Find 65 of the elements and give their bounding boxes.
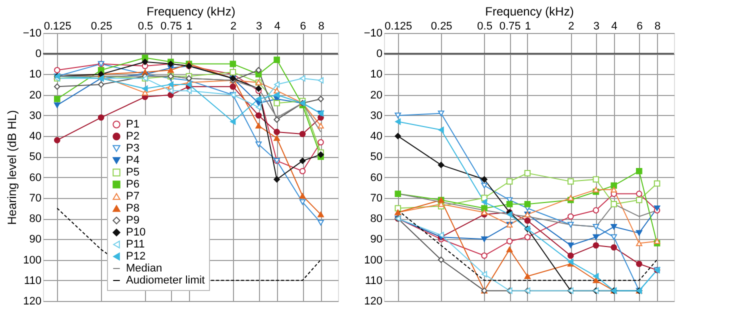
legend-label: P9 [126, 214, 140, 226]
legend-label: Median [126, 262, 162, 274]
legend-label: P12 [126, 250, 146, 262]
y-tick-label: 0 [376, 48, 382, 60]
legend-label: P10 [126, 226, 146, 238]
x-tick-label: 3 [256, 20, 262, 32]
x-tick-label: 0.75 [160, 20, 182, 32]
x-tick-label: 8 [318, 20, 324, 32]
x-tick-label: 4 [274, 20, 280, 32]
legend-label: P2 [126, 130, 140, 142]
y-tick-label: 40 [29, 130, 42, 143]
x-tick-label: 0.25 [90, 20, 112, 32]
y-tick-label: 70 [370, 192, 382, 204]
x-tick-label: 2 [230, 20, 236, 32]
x-tick-label: 1 [186, 20, 193, 32]
x-tick-label: 0.5 [477, 20, 492, 32]
legend-label: P4 [126, 154, 140, 166]
y-tick-label: 110 [24, 274, 42, 287]
x-tick-label: 8 [654, 20, 661, 32]
x-axis-title: Frequency (kHz) [146, 4, 236, 18]
x-tick-label: 0.5 [138, 20, 154, 32]
legend-label: P8 [126, 202, 140, 214]
y-tick-label: 30 [370, 110, 382, 122]
y-tick-label: 50 [29, 151, 42, 164]
x-tick-label: 3 [593, 20, 600, 32]
legend-label: Audiometer limit [126, 274, 205, 286]
x-tick-label: 2 [568, 20, 574, 32]
legend-label: P11 [126, 238, 145, 250]
y-tick-label: −10 [22, 28, 42, 40]
y-axis-title: Hearing level (dB HL) [4, 110, 19, 225]
legend-label: P7 [126, 190, 140, 202]
x-tick-label: 0.25 [430, 20, 452, 32]
y-tick-label: 90 [370, 234, 382, 246]
y-tick-label: 110 [364, 274, 382, 287]
legend-label: P6 [126, 178, 140, 190]
y-tick-label: 40 [370, 130, 382, 143]
y-tick-label: 90 [29, 234, 42, 246]
y-tick-label: 10 [29, 68, 42, 81]
y-tick-label: 120 [23, 296, 42, 308]
x-tick-label: 0.75 [499, 20, 521, 32]
y-tick-label: 80 [370, 213, 382, 226]
legend-label: P1 [126, 118, 140, 130]
y-tick-label: 100 [364, 254, 382, 266]
y-tick-label: 120 [364, 296, 382, 308]
y-tick-label: 0 [35, 48, 42, 60]
y-tick-label: 100 [23, 254, 42, 266]
y-tick-label: 10 [370, 68, 382, 81]
y-tick-label: 50 [370, 151, 382, 164]
x-tick-label: 4 [611, 20, 618, 32]
y-tick-label: 80 [29, 213, 42, 226]
y-tick-label: 20 [370, 89, 382, 102]
y-tick-label: 60 [370, 172, 382, 184]
y-tick-label: 30 [29, 110, 42, 122]
y-tick-label: 70 [29, 192, 42, 204]
y-tick-label: 20 [29, 89, 42, 102]
x-tick-label: 6 [636, 20, 643, 32]
x-tick-label: 1 [524, 20, 532, 32]
x-tick-label: 0.125 [384, 20, 412, 32]
y-tick-label: −10 [364, 28, 382, 40]
y-tick-label: 60 [29, 172, 42, 184]
x-tick-label: 6 [300, 20, 306, 32]
x-axis-title: Frequency (kHz) [485, 4, 574, 18]
x-tick-label: 0.125 [44, 20, 72, 32]
legend-label: P5 [126, 166, 140, 178]
legend-label: P3 [126, 142, 140, 154]
